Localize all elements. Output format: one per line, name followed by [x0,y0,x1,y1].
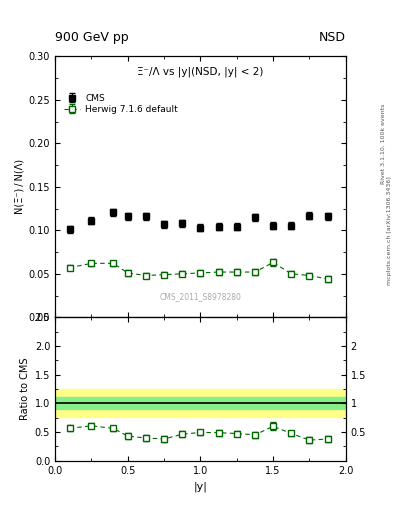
X-axis label: |y|: |y| [193,481,208,492]
Text: CMS_2011_S8978280: CMS_2011_S8978280 [160,293,241,302]
Text: Rivet 3.1.10, 100k events: Rivet 3.1.10, 100k events [381,103,386,183]
Text: 900 GeV pp: 900 GeV pp [55,31,129,44]
Bar [55,396,346,409]
Legend: CMS, Herwig 7.1.6 default: CMS, Herwig 7.1.6 default [62,92,180,116]
Bar [55,389,346,417]
Text: NSD: NSD [319,31,346,44]
Text: mcplots.cern.ch [arXiv:1306.3436]: mcplots.cern.ch [arXiv:1306.3436] [387,176,391,285]
Text: Ξ⁻/Λ vs |y|(NSD, |y| < 2): Ξ⁻/Λ vs |y|(NSD, |y| < 2) [137,67,264,77]
Y-axis label: Ratio to CMS: Ratio to CMS [20,358,31,420]
Y-axis label: N(Ξ⁻) / N(Λ): N(Ξ⁻) / N(Λ) [15,159,24,215]
